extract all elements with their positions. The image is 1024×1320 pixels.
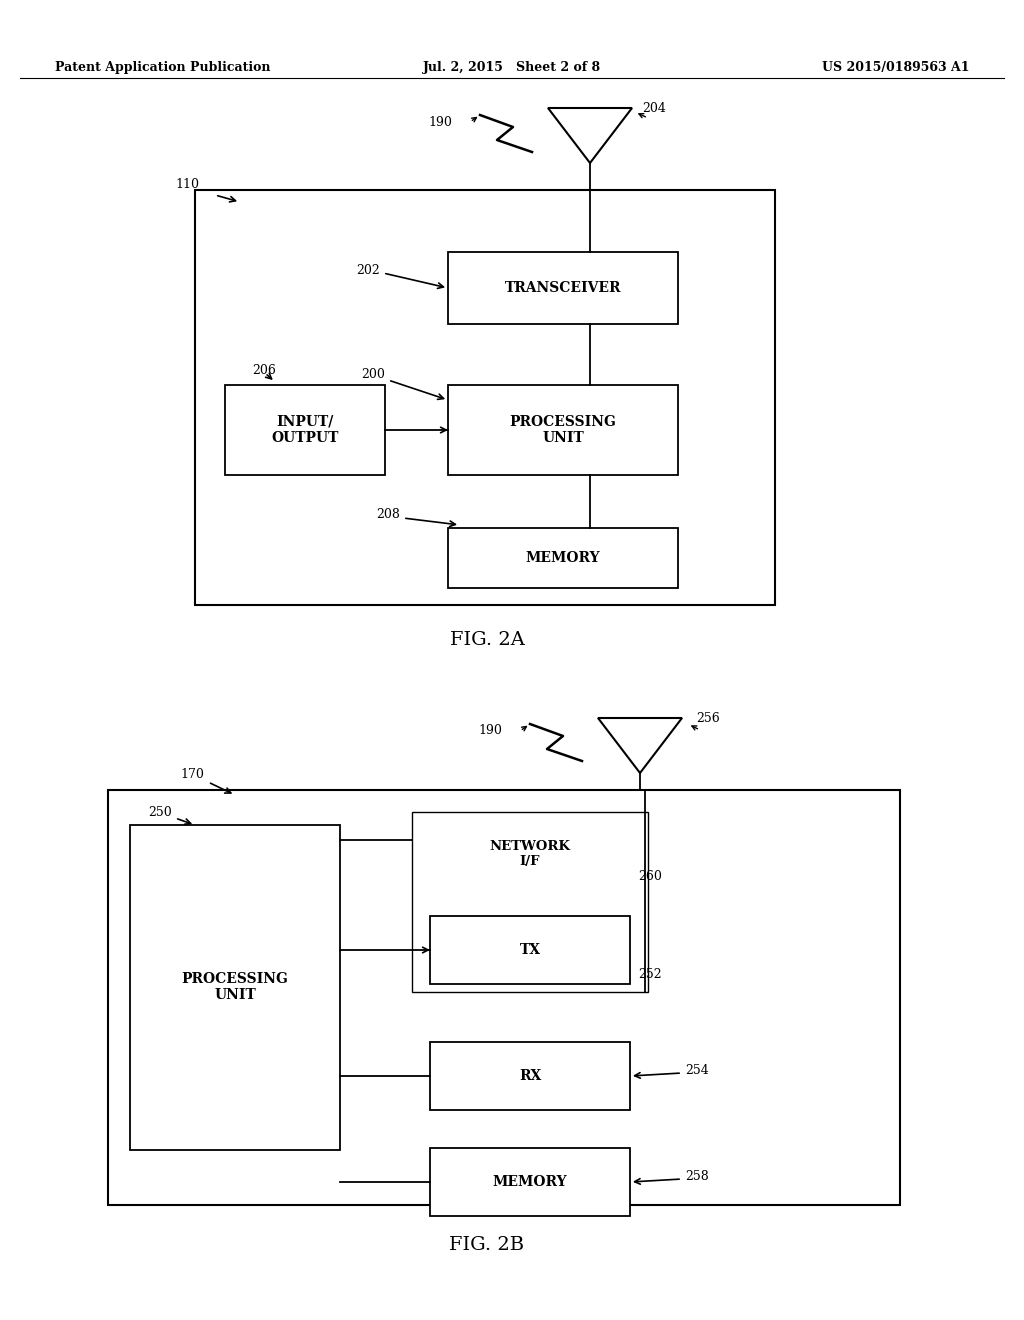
Text: TX: TX: [519, 942, 541, 957]
Text: TRANSCEIVER: TRANSCEIVER: [505, 281, 622, 294]
Text: 208: 208: [376, 507, 400, 520]
Text: Patent Application Publication: Patent Application Publication: [55, 62, 270, 74]
Text: 190: 190: [478, 725, 502, 738]
Text: 258: 258: [685, 1171, 709, 1184]
Text: 204: 204: [642, 102, 666, 115]
Text: 250: 250: [148, 805, 172, 818]
Bar: [449, 385, 678, 475]
Bar: [195, 190, 775, 605]
Text: 190: 190: [428, 116, 452, 128]
Text: RX: RX: [519, 1069, 541, 1082]
Text: 170: 170: [180, 768, 204, 781]
Bar: [430, 1148, 630, 1216]
Text: MEMORY: MEMORY: [493, 1175, 567, 1189]
Text: 252: 252: [638, 968, 662, 981]
Bar: [430, 820, 630, 888]
Text: MEMORY: MEMORY: [525, 550, 600, 565]
Bar: [430, 916, 630, 983]
Text: NETWORK
I/F: NETWORK I/F: [489, 840, 570, 869]
Bar: [430, 1041, 630, 1110]
Text: US 2015/0189563 A1: US 2015/0189563 A1: [822, 62, 970, 74]
Bar: [449, 252, 678, 323]
Text: 256: 256: [696, 711, 720, 725]
Text: 254: 254: [685, 1064, 709, 1077]
Bar: [130, 825, 340, 1150]
Text: Jul. 2, 2015   Sheet 2 of 8: Jul. 2, 2015 Sheet 2 of 8: [423, 62, 601, 74]
Bar: [108, 789, 900, 1205]
Text: 260: 260: [638, 870, 662, 883]
Bar: [225, 385, 385, 475]
Text: FIG. 2B: FIG. 2B: [450, 1236, 524, 1254]
Text: 110: 110: [175, 178, 199, 191]
Text: PROCESSING
UNIT: PROCESSING UNIT: [181, 972, 289, 1002]
Bar: [449, 528, 678, 587]
Text: PROCESSING
UNIT: PROCESSING UNIT: [510, 414, 616, 445]
Text: 206: 206: [252, 363, 275, 376]
Text: INPUT/
OUTPUT: INPUT/ OUTPUT: [271, 414, 339, 445]
Text: FIG. 2A: FIG. 2A: [450, 631, 524, 649]
Bar: [412, 812, 648, 993]
Text: 200: 200: [361, 368, 385, 381]
Text: 202: 202: [356, 264, 380, 276]
